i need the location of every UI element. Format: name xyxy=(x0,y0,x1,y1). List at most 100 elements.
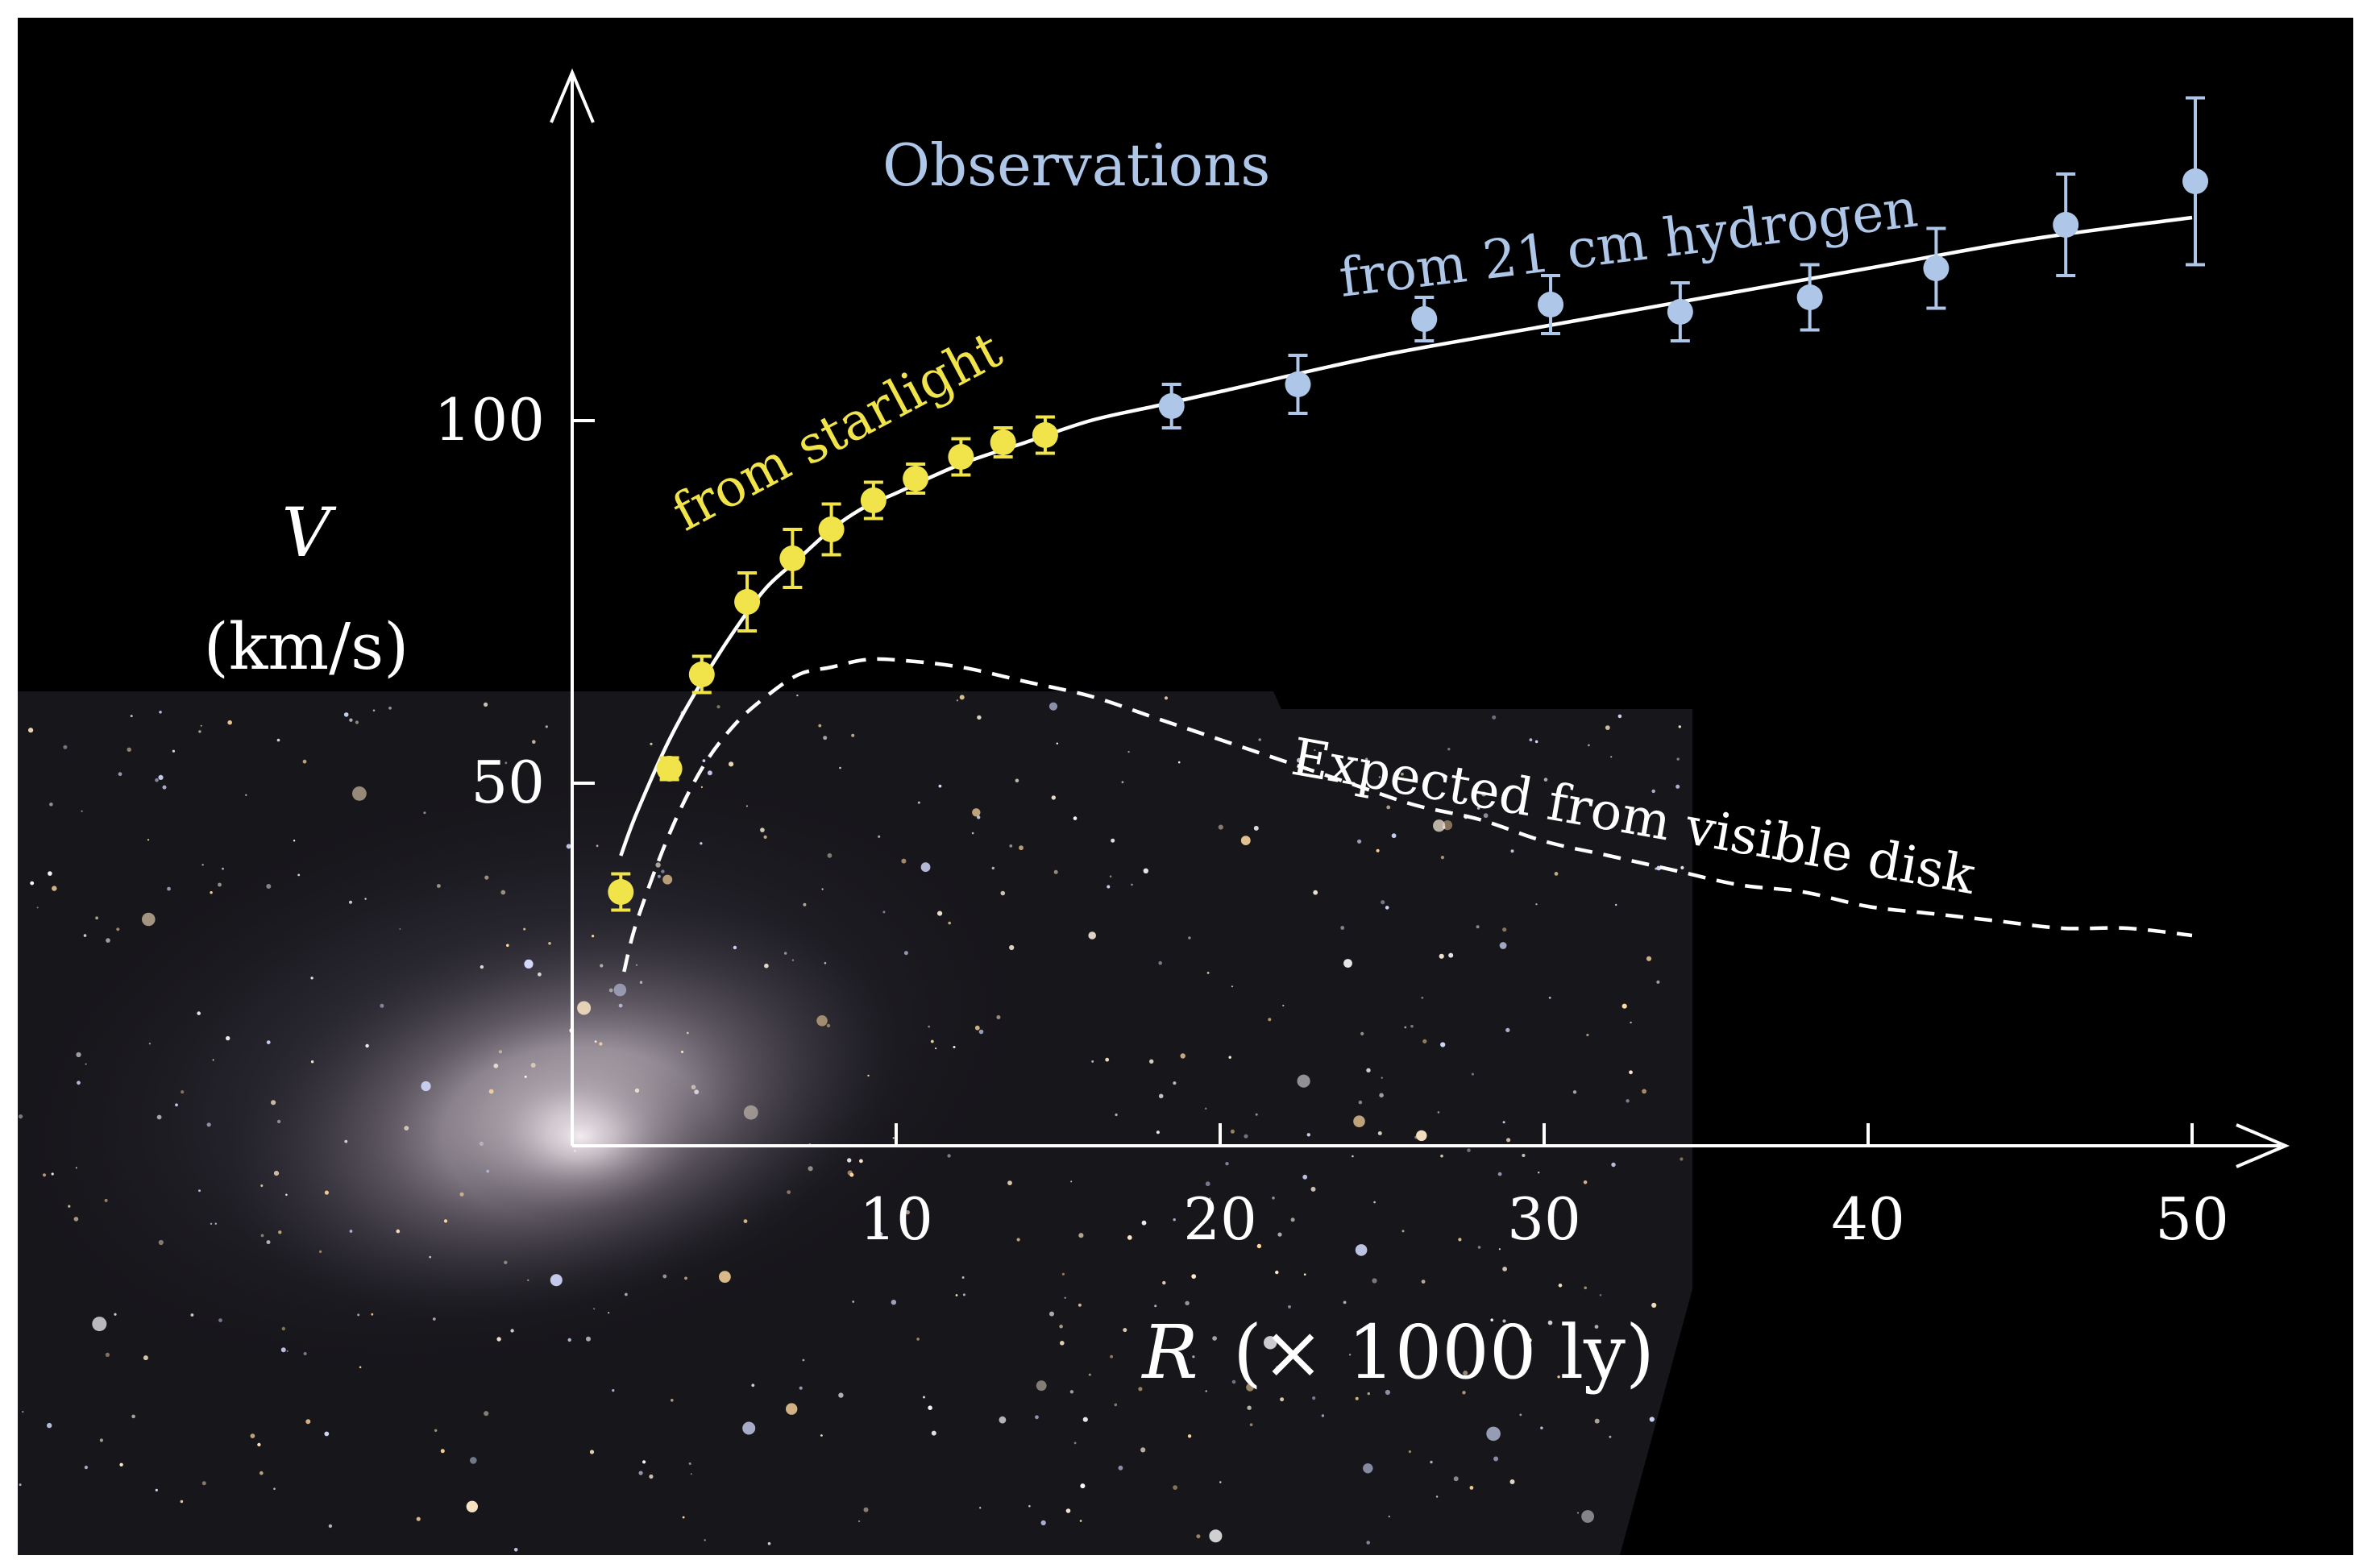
star xyxy=(429,1255,431,1259)
star xyxy=(1264,1336,1277,1350)
star xyxy=(250,1433,255,1438)
star xyxy=(496,1337,501,1342)
star xyxy=(1196,1534,1201,1539)
star xyxy=(566,844,571,849)
star xyxy=(493,1063,499,1068)
star xyxy=(484,875,489,880)
star xyxy=(691,1085,696,1089)
star xyxy=(77,1081,81,1085)
star xyxy=(1131,883,1133,886)
star xyxy=(52,886,57,891)
star xyxy=(977,715,982,720)
star xyxy=(1140,1447,1146,1453)
point-marker xyxy=(818,516,845,542)
star xyxy=(816,1015,828,1027)
star xyxy=(245,794,247,796)
star xyxy=(1297,1074,1310,1088)
star xyxy=(19,1114,23,1119)
star xyxy=(1378,776,1381,778)
star xyxy=(538,972,542,977)
star xyxy=(1246,1383,1254,1392)
star xyxy=(81,810,83,812)
star xyxy=(1584,1286,1587,1290)
star xyxy=(513,1548,518,1552)
y-tick-label-100: 100 xyxy=(434,386,545,454)
star xyxy=(1453,1476,1459,1482)
star xyxy=(260,1471,264,1475)
star xyxy=(671,1399,674,1402)
star xyxy=(527,1279,529,1282)
star xyxy=(1656,980,1660,984)
star xyxy=(396,1229,401,1234)
star xyxy=(1297,757,1302,763)
star xyxy=(852,1300,855,1303)
star xyxy=(266,1040,271,1044)
star xyxy=(1498,1248,1501,1251)
star xyxy=(1680,1157,1684,1161)
star xyxy=(266,884,272,889)
star xyxy=(1065,1508,1071,1513)
star xyxy=(826,1023,831,1028)
star xyxy=(84,1466,88,1470)
star xyxy=(75,1167,77,1169)
star xyxy=(1173,1218,1176,1222)
star xyxy=(1502,1319,1506,1323)
star xyxy=(971,832,974,835)
star xyxy=(760,828,765,832)
star xyxy=(372,709,376,711)
point-marker xyxy=(2053,212,2079,238)
star xyxy=(1365,757,1368,761)
star xyxy=(1492,715,1497,720)
star xyxy=(1352,1155,1354,1158)
data-point xyxy=(1923,226,1950,310)
star xyxy=(550,1274,563,1287)
star xyxy=(222,867,224,870)
star xyxy=(901,858,907,864)
star xyxy=(1060,1341,1065,1346)
star xyxy=(92,1317,107,1332)
point-marker xyxy=(1538,292,1564,317)
x-axis-variable: R xyxy=(1140,1309,1198,1396)
point-marker xyxy=(608,879,634,905)
star xyxy=(681,1051,683,1053)
star xyxy=(118,772,122,777)
star xyxy=(48,871,52,876)
star xyxy=(280,1347,286,1353)
star xyxy=(498,1050,503,1054)
star xyxy=(700,842,703,845)
x-axis-unit: (× 1000 ly) xyxy=(1233,1309,1655,1396)
star xyxy=(849,1172,854,1177)
data-point xyxy=(1411,296,1438,342)
star xyxy=(260,1184,264,1187)
star xyxy=(1535,903,1538,906)
star xyxy=(349,900,352,904)
star xyxy=(1303,1273,1306,1276)
star xyxy=(1404,1026,1407,1029)
star xyxy=(106,938,110,943)
star xyxy=(745,805,748,807)
star xyxy=(999,1416,1007,1424)
star xyxy=(344,1139,348,1143)
galaxy-photo xyxy=(18,691,1692,1555)
star xyxy=(1476,807,1480,810)
star xyxy=(281,1326,285,1331)
star xyxy=(905,1209,911,1215)
star xyxy=(364,898,367,900)
star xyxy=(1209,1529,1223,1543)
star xyxy=(1421,996,1424,999)
star xyxy=(158,1239,164,1246)
star xyxy=(278,1230,282,1234)
star xyxy=(1123,1328,1127,1333)
star xyxy=(1447,748,1451,751)
point-marker xyxy=(1032,422,1058,448)
star xyxy=(131,1414,135,1419)
star xyxy=(956,699,959,702)
star xyxy=(891,1300,897,1305)
star xyxy=(365,1043,369,1048)
star xyxy=(1476,925,1480,929)
star xyxy=(1019,845,1024,851)
data-point xyxy=(903,463,929,495)
star xyxy=(303,1352,307,1355)
star xyxy=(434,1429,438,1433)
star xyxy=(36,906,39,909)
